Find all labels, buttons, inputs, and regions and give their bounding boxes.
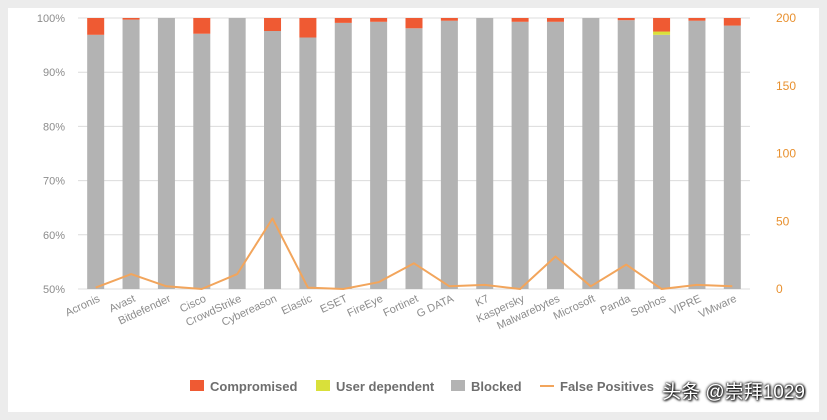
bar-blocked: [334, 22, 352, 290]
y-left-tick-label: 90%: [43, 67, 65, 79]
bar-compromised: [193, 18, 211, 34]
category-label: Acronis: [64, 293, 103, 320]
bars: [87, 18, 741, 290]
legend-swatch: [316, 380, 330, 391]
category-label: Fortinet: [381, 293, 420, 320]
bar-blocked: [193, 33, 211, 289]
bar-compromised: [653, 18, 671, 32]
bar-compromised: [370, 18, 388, 22]
category-label: VMware: [697, 293, 739, 321]
bar-blocked: [476, 18, 494, 289]
y-right-tick-label: 0: [776, 282, 783, 296]
stacked-bar-chart: 50% 60% 70% 80% 90% 100% 0 50 100 150 200 Acronis…: [37, 11, 796, 394]
bar-blocked: [157, 18, 175, 289]
legend-label: False Positives: [560, 379, 654, 394]
bar-blocked: [264, 31, 282, 290]
bar-blocked: [688, 20, 706, 290]
bar-blocked: [87, 34, 105, 289]
bar-blocked: [122, 19, 140, 289]
watermark: 头条 @崇拜1029: [662, 382, 805, 403]
bar-blocked: [405, 28, 423, 289]
y-axis-left: 50% 60% 70% 80% 90% 100%: [37, 13, 65, 296]
bar-compromised: [87, 18, 105, 35]
bar-compromised: [546, 18, 564, 22]
bar-compromised: [122, 18, 140, 20]
legend-swatch: [190, 380, 204, 391]
bar-compromised: [440, 18, 458, 21]
bar-user-dependent: [653, 31, 671, 35]
bar-compromised: [405, 18, 423, 29]
bar-blocked: [653, 34, 671, 289]
y-right-tick-label: 50: [776, 214, 790, 228]
bar-compromised: [723, 18, 741, 26]
bar-compromised: [511, 18, 529, 22]
y-left-tick-label: 70%: [43, 176, 65, 188]
bar-blocked: [511, 21, 529, 289]
bar-blocked: [228, 18, 246, 289]
bar-blocked: [440, 20, 458, 290]
bar-blocked: [582, 18, 600, 289]
y-right-tick-label: 150: [776, 79, 796, 93]
bar-compromised: [334, 18, 352, 23]
bar-compromised: [688, 18, 706, 21]
y-left-tick-label: 100%: [37, 13, 65, 25]
legend: Compromised User dependent Blocked False Po…: [190, 379, 654, 394]
category-label: Sophos: [629, 293, 668, 320]
y-left-tick-label: 80%: [43, 121, 65, 133]
bar-compromised: [617, 18, 635, 21]
category-label: ESET: [318, 293, 349, 316]
y-left-tick-label: 60%: [43, 230, 65, 242]
legend-label: User dependent: [336, 379, 435, 394]
bar-blocked: [546, 21, 564, 289]
category-label: Elastic: [280, 293, 315, 318]
bar-blocked: [617, 20, 635, 289]
false-positives-line: [95, 217, 733, 290]
legend-swatch: [451, 380, 465, 391]
bar-blocked: [299, 37, 317, 290]
bar-blocked: [723, 25, 741, 289]
category-label: FireEye: [345, 293, 384, 320]
y-axis-right: 0 50 100 150 200: [776, 11, 796, 296]
y-left-tick-label: 50%: [43, 284, 65, 296]
bar-blocked: [370, 21, 388, 289]
bar-compromised: [299, 18, 317, 38]
legend-label: Compromised: [210, 379, 297, 394]
y-right-tick-label: 100: [776, 147, 796, 161]
chart-frame: 50% 60% 70% 80% 90% 100% 0 50 100 150 200 Acronis…: [8, 8, 819, 412]
category-label: G DATA: [415, 293, 456, 321]
y-right-tick-label: 200: [776, 11, 796, 25]
category-label: Panda: [599, 292, 634, 317]
legend-label: Blocked: [471, 379, 522, 394]
line-false-positives: [95, 217, 733, 290]
bar-compromised: [264, 18, 282, 32]
category-label: K7: [474, 293, 491, 310]
